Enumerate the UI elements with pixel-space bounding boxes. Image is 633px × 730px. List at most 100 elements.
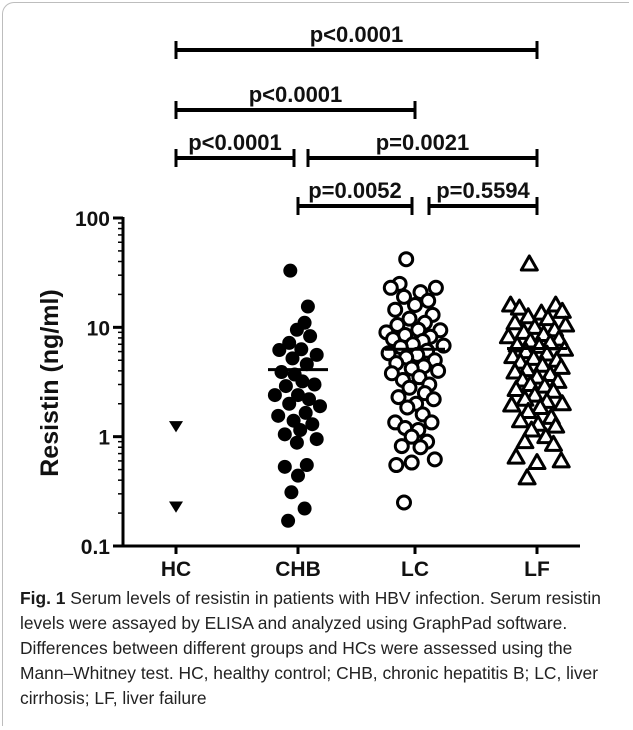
data-point <box>293 423 308 438</box>
p-value-label: p=0.5594 <box>436 178 530 203</box>
data-point <box>282 335 297 350</box>
data-point <box>519 254 539 272</box>
data-point <box>518 307 538 325</box>
data-point <box>298 405 313 420</box>
data-point <box>313 399 327 414</box>
data-point <box>309 432 324 447</box>
data-point <box>291 468 305 483</box>
group-chb <box>267 263 328 528</box>
y-tick-label: 10 <box>87 317 110 340</box>
x-tick-label-lc: LC <box>401 558 429 580</box>
y-tick-label: 0.1 <box>81 536 111 559</box>
data-point <box>401 310 418 327</box>
p-value-label: p<0.0001 <box>188 130 282 155</box>
data-point <box>299 357 314 372</box>
group-lf <box>498 254 576 486</box>
axes: 0.1 1 10 100 HC CHB LC LF <box>75 208 580 580</box>
data-point <box>295 374 310 389</box>
significance-brackets: p<0.0001 p<0.0001 p<0.0001 p=0.0021 p=0.0052… <box>174 22 539 215</box>
data-point <box>390 389 407 406</box>
data-point <box>407 297 423 314</box>
bracket-hc-lf: p<0.0001 <box>174 22 539 59</box>
data-point <box>525 385 545 403</box>
data-point <box>283 263 298 278</box>
data-point <box>289 322 304 337</box>
data-point <box>551 451 571 469</box>
data-point <box>535 376 555 394</box>
data-point <box>502 395 522 413</box>
data-point <box>278 379 293 394</box>
data-point <box>388 457 405 474</box>
data-point <box>533 355 552 373</box>
data-point <box>505 313 525 331</box>
data-point <box>382 279 399 296</box>
data-point <box>299 458 314 473</box>
x-tick-label-hc: HC <box>161 558 191 580</box>
data-point <box>544 381 563 399</box>
data-point <box>425 391 442 408</box>
data-point <box>403 428 420 445</box>
group-hc <box>169 421 183 513</box>
data-point <box>401 379 418 396</box>
data-point <box>423 414 440 431</box>
p-value-label: p=0.0021 <box>376 130 470 155</box>
data-point <box>274 365 289 380</box>
data-point <box>277 427 292 442</box>
bracket-lc-lf: p=0.5594 <box>427 178 539 215</box>
data-point <box>284 485 299 500</box>
data-point <box>281 513 296 528</box>
data-point <box>396 494 412 511</box>
data-point <box>305 417 320 432</box>
data-point <box>511 411 530 429</box>
group-lc <box>378 251 452 511</box>
data-point <box>426 451 443 468</box>
data-point <box>309 347 324 362</box>
bracket-chb-lf: p=0.0021 <box>306 130 539 167</box>
x-tick-label-chb: CHB <box>275 558 321 580</box>
bracket-chb-lc: p=0.0052 <box>296 178 414 215</box>
data-point <box>427 279 444 296</box>
p-value-label: p=0.0052 <box>308 178 402 203</box>
data-point <box>552 394 572 412</box>
data-point <box>430 362 447 379</box>
data-point <box>169 501 183 513</box>
data-point <box>544 434 563 452</box>
data-point <box>506 380 526 398</box>
caption-fig-label: Fig. 1 <box>20 588 66 608</box>
data-point <box>398 251 415 268</box>
data-point <box>169 421 183 433</box>
figure-caption: Fig. 1 Serum levels of resistin in patie… <box>20 586 616 711</box>
data-point <box>294 342 309 357</box>
data-point <box>552 301 572 319</box>
data-point <box>517 468 537 486</box>
data-point <box>515 432 535 450</box>
y-axis-title: Resistin (ng/ml) <box>36 289 64 477</box>
y-tick-label: 100 <box>75 208 110 231</box>
data-point <box>267 388 282 403</box>
data-point <box>412 439 429 456</box>
data-point <box>556 315 576 333</box>
data-point <box>522 420 541 438</box>
data-point <box>297 501 312 516</box>
data-point <box>546 416 566 434</box>
data-point <box>403 454 420 471</box>
data-point <box>509 298 529 316</box>
data-point <box>291 388 305 403</box>
data-point <box>396 288 412 305</box>
data-point <box>307 377 322 392</box>
data-point <box>420 292 437 309</box>
data-point <box>536 427 556 445</box>
data-point <box>272 343 287 358</box>
p-value-label: p<0.0001 <box>249 82 343 107</box>
data-point <box>527 453 547 471</box>
data-point <box>538 309 558 327</box>
data-point <box>271 408 286 423</box>
data-point <box>277 459 292 474</box>
y-tick-label: 1 <box>98 427 110 450</box>
data-point <box>387 301 404 318</box>
data-point <box>389 317 406 334</box>
caption-text: Serum levels of resistin in patients wit… <box>20 588 601 708</box>
data-point <box>302 392 316 407</box>
